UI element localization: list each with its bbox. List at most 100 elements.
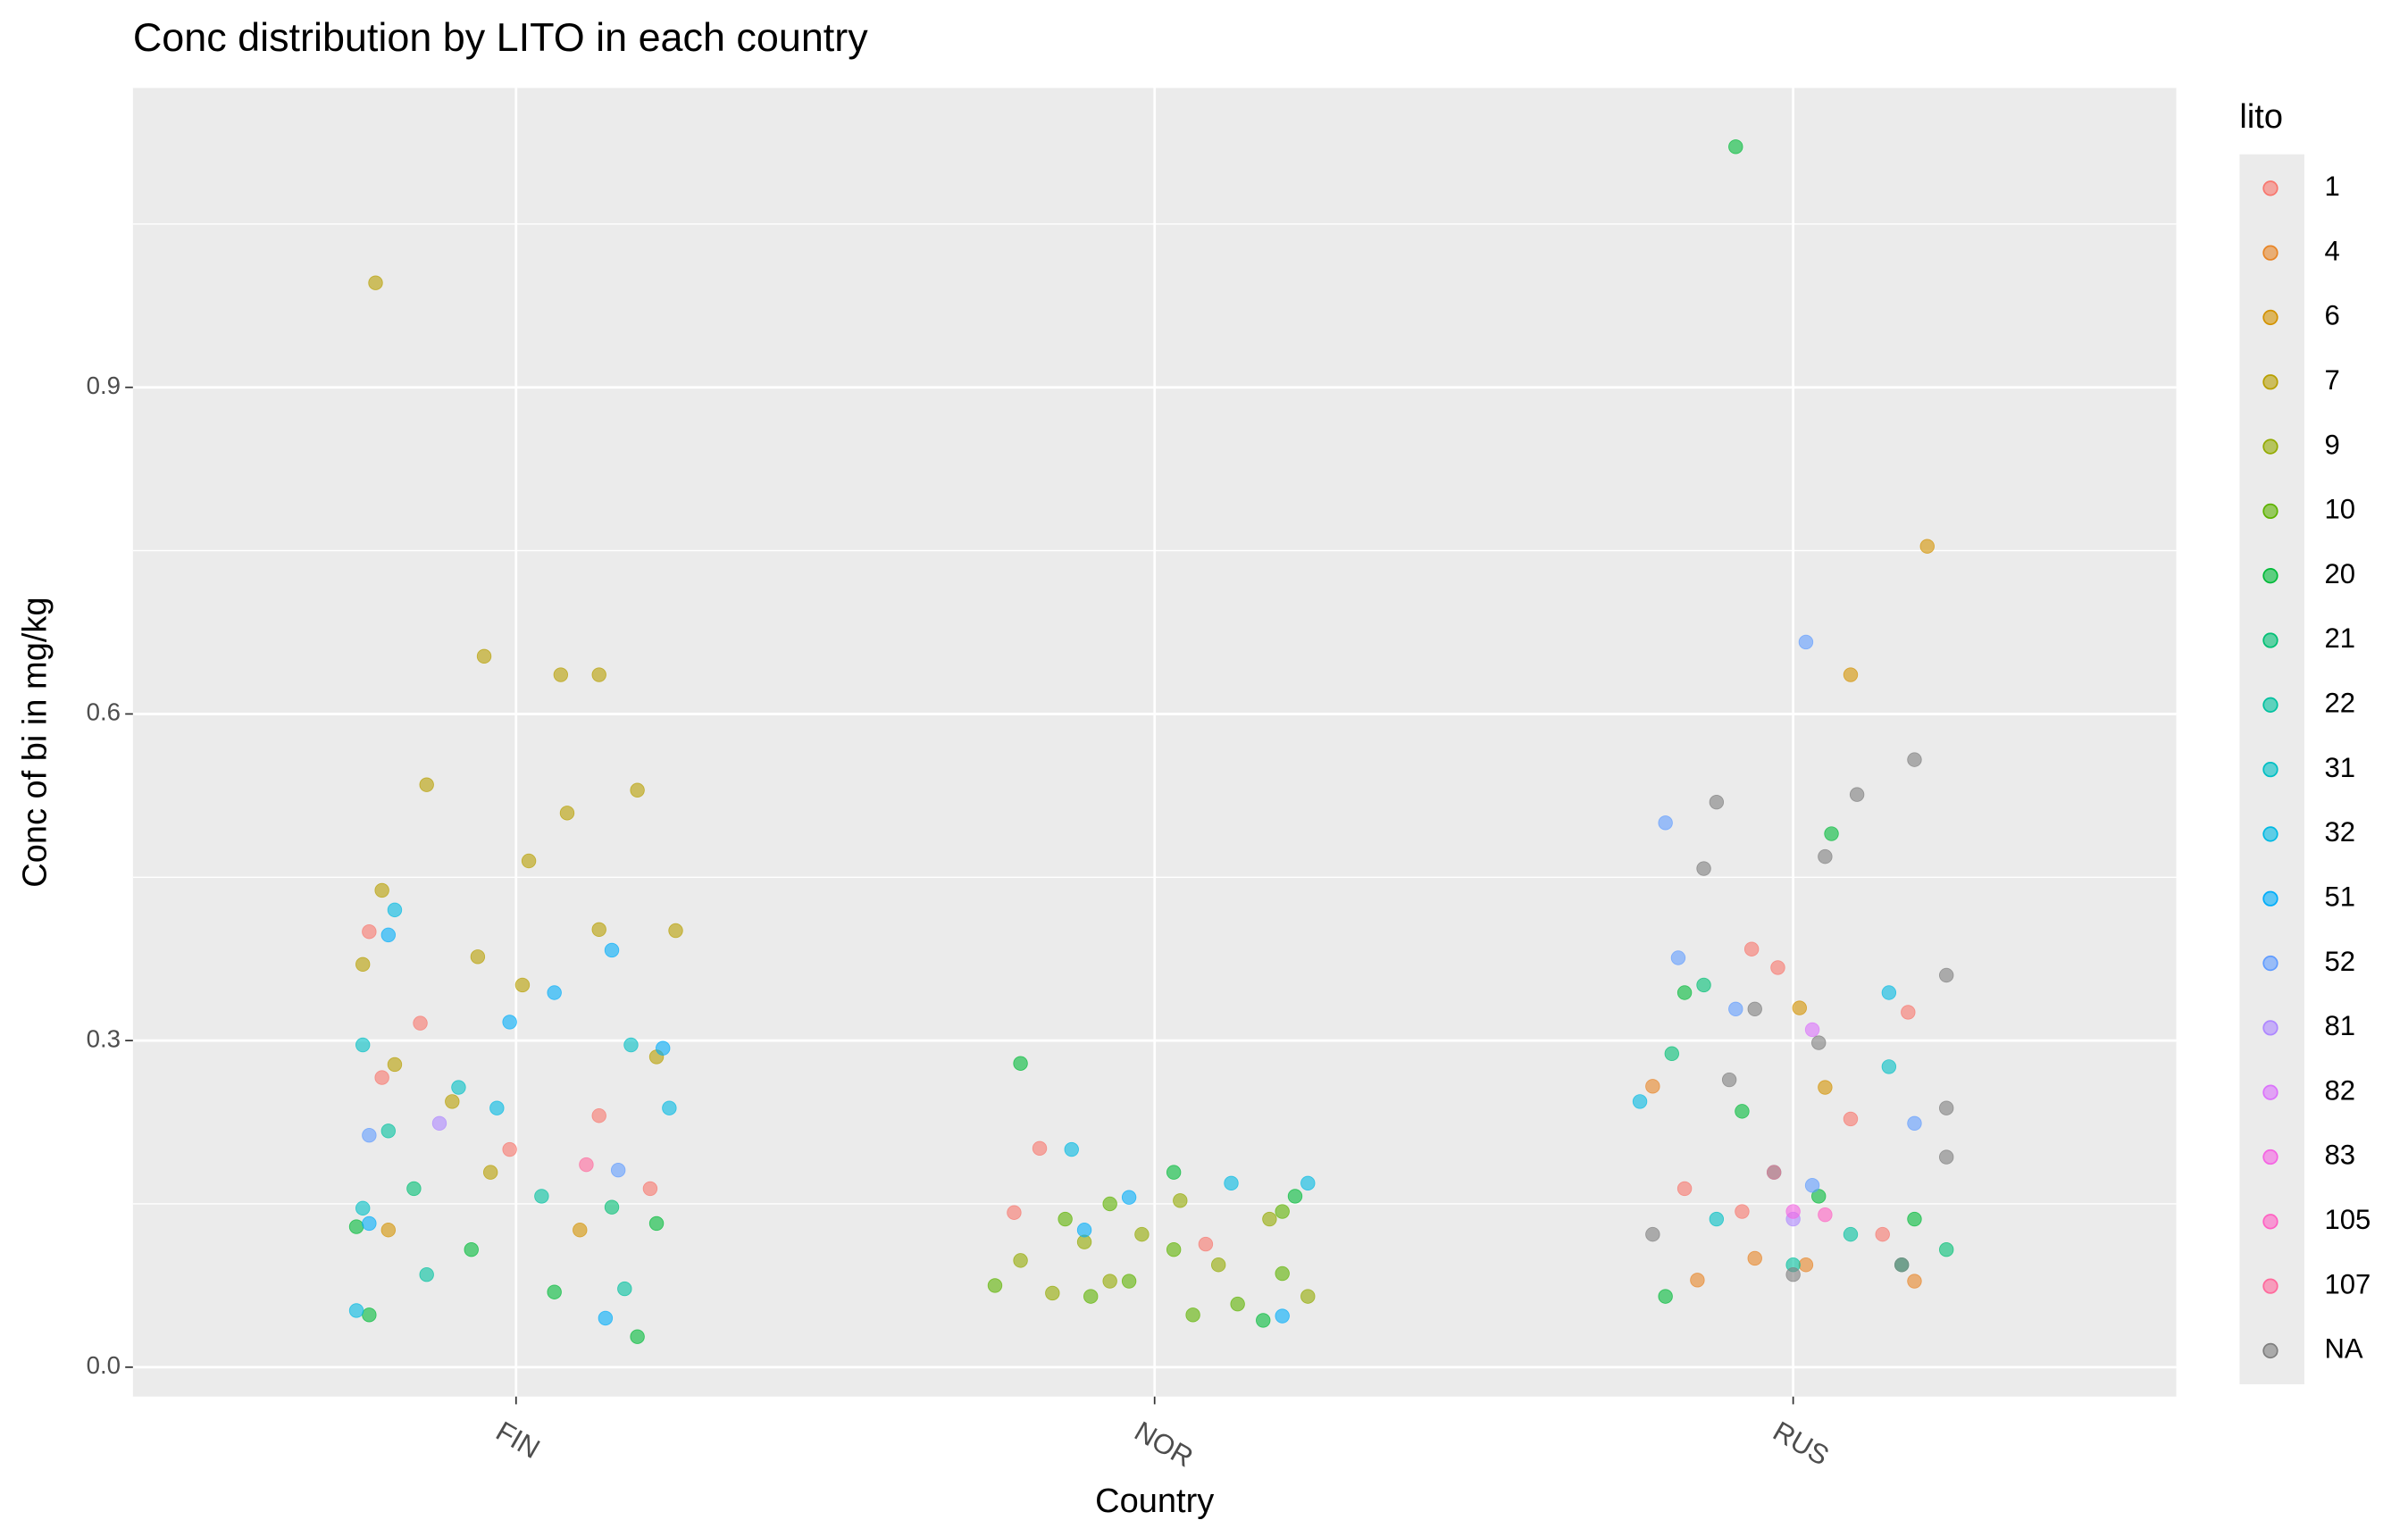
point bbox=[1658, 1289, 1673, 1304]
point bbox=[1843, 667, 1859, 682]
point bbox=[419, 1267, 434, 1282]
legend-key bbox=[2262, 1020, 2278, 1036]
legend-key bbox=[2262, 955, 2278, 972]
point bbox=[662, 1100, 677, 1115]
legend-key bbox=[2262, 697, 2278, 713]
point bbox=[648, 1215, 665, 1232]
point bbox=[1792, 1000, 1807, 1015]
point bbox=[1645, 1079, 1660, 1094]
legend-key bbox=[2262, 245, 2278, 261]
point bbox=[1121, 1190, 1137, 1205]
point bbox=[1939, 967, 1954, 983]
point bbox=[1013, 1056, 1028, 1071]
point bbox=[1804, 1178, 1820, 1193]
legend-key bbox=[2262, 890, 2278, 906]
point bbox=[604, 1199, 620, 1215]
legend-label: 105 bbox=[2324, 1204, 2370, 1235]
point bbox=[1076, 1223, 1092, 1238]
point bbox=[1676, 1181, 1693, 1197]
point bbox=[1907, 1211, 1922, 1227]
point bbox=[987, 1278, 1003, 1293]
point bbox=[1064, 1141, 1079, 1157]
point bbox=[355, 1037, 371, 1053]
point bbox=[1300, 1175, 1316, 1191]
point bbox=[476, 648, 492, 664]
point bbox=[1728, 139, 1743, 155]
legend-key bbox=[2262, 180, 2278, 196]
point bbox=[630, 782, 645, 798]
point bbox=[1198, 1236, 1214, 1252]
point bbox=[368, 275, 383, 290]
point bbox=[1894, 1257, 1910, 1273]
legend-key bbox=[2262, 309, 2278, 326]
point bbox=[482, 1165, 498, 1180]
legend-title: lito bbox=[2239, 98, 2283, 136]
point bbox=[1907, 1115, 1922, 1131]
point bbox=[630, 1329, 645, 1344]
point bbox=[1275, 1266, 1290, 1282]
legend-label: 82 bbox=[2324, 1074, 2355, 1106]
point bbox=[1824, 826, 1839, 841]
legend-key bbox=[2262, 632, 2278, 648]
point bbox=[380, 927, 397, 943]
point bbox=[559, 806, 575, 821]
point bbox=[1785, 1204, 1801, 1219]
point bbox=[502, 1015, 517, 1030]
point bbox=[1766, 1165, 1782, 1180]
point bbox=[348, 1303, 364, 1318]
point bbox=[514, 977, 531, 993]
point bbox=[547, 985, 562, 1000]
point bbox=[623, 1037, 639, 1053]
point bbox=[1275, 1204, 1290, 1219]
point bbox=[610, 1162, 626, 1178]
point bbox=[1275, 1308, 1290, 1324]
point bbox=[355, 1200, 371, 1216]
legend-key bbox=[2262, 1278, 2278, 1294]
point bbox=[604, 942, 620, 958]
point bbox=[1632, 1094, 1648, 1109]
point bbox=[573, 1223, 588, 1238]
point bbox=[470, 949, 486, 965]
point bbox=[464, 1241, 479, 1257]
point bbox=[1901, 1005, 1916, 1020]
x-tick-label: FIN bbox=[490, 1416, 545, 1465]
point bbox=[1045, 1285, 1060, 1301]
point bbox=[1881, 1059, 1897, 1074]
legend-label: 10 bbox=[2324, 494, 2355, 525]
point bbox=[380, 1124, 397, 1139]
point bbox=[521, 853, 537, 869]
point bbox=[1166, 1165, 1182, 1180]
point bbox=[1300, 1289, 1316, 1304]
point bbox=[1058, 1211, 1073, 1227]
legend-key bbox=[2262, 826, 2278, 842]
point bbox=[1230, 1296, 1245, 1312]
legend-label: 51 bbox=[2324, 881, 2355, 912]
point bbox=[1676, 985, 1693, 1000]
legend-label: 4 bbox=[2324, 235, 2339, 266]
point bbox=[1818, 1080, 1833, 1095]
point bbox=[406, 1181, 422, 1197]
point bbox=[1658, 815, 1673, 831]
point bbox=[1262, 1211, 1277, 1227]
point bbox=[1173, 1193, 1188, 1208]
x-axis-title: Country bbox=[1095, 1483, 1214, 1520]
legend-label: NA bbox=[2324, 1333, 2362, 1365]
point bbox=[380, 1223, 397, 1238]
point bbox=[547, 1284, 562, 1299]
point bbox=[1735, 1204, 1750, 1219]
point bbox=[413, 1015, 428, 1031]
point bbox=[1709, 794, 1725, 810]
point bbox=[489, 1100, 505, 1115]
legend-key bbox=[2262, 439, 2278, 455]
point bbox=[1939, 1241, 1954, 1257]
legend-key bbox=[2262, 503, 2278, 520]
point bbox=[1185, 1307, 1200, 1323]
point bbox=[1210, 1257, 1226, 1273]
point bbox=[591, 667, 606, 682]
point bbox=[1102, 1196, 1117, 1212]
point bbox=[1134, 1226, 1150, 1242]
point bbox=[1798, 1257, 1814, 1273]
point bbox=[419, 777, 434, 792]
point bbox=[445, 1094, 460, 1109]
